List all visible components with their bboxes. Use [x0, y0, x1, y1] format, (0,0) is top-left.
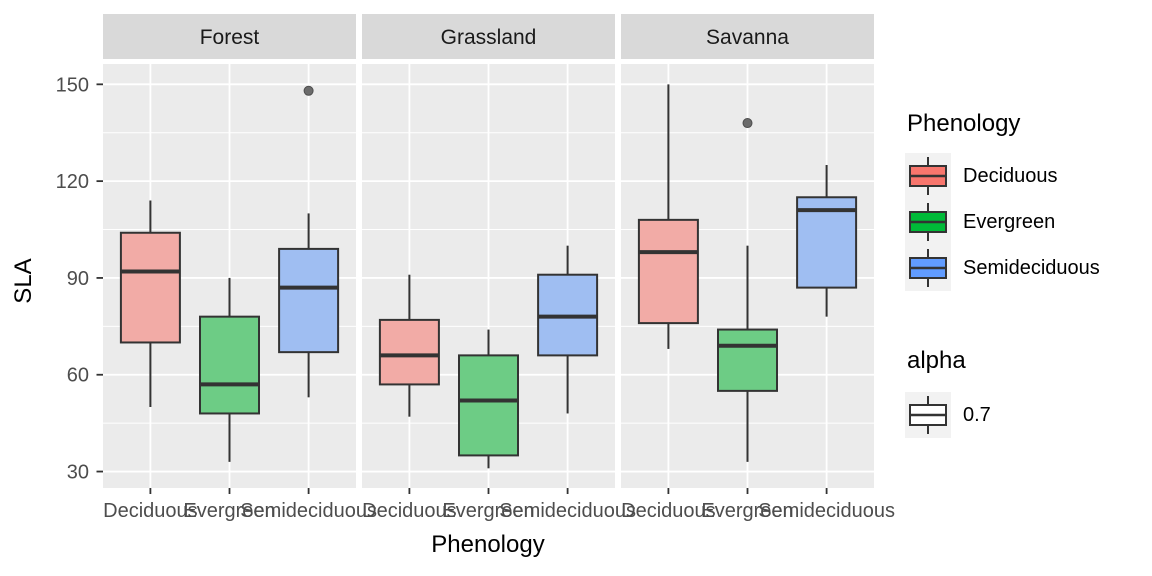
y-tick-label: 60 — [67, 365, 89, 387]
facet-strip — [103, 14, 356, 59]
boxplot-box — [458, 354, 519, 457]
outlier-point — [303, 85, 314, 96]
facet-strip-label: Grassland — [441, 26, 537, 49]
legend-key-deciduous — [905, 153, 951, 199]
boxplot-box — [119, 231, 181, 344]
x-tick-label: Evergreen — [701, 500, 793, 522]
legend-key-semideciduous — [905, 245, 951, 291]
boxplot-box — [278, 247, 340, 354]
boxplot-glyph-icon — [909, 249, 947, 287]
legend-title-alpha: alpha — [907, 347, 966, 374]
boxplot-glyph-icon — [909, 396, 947, 434]
x-tick-label: Deciduous — [103, 500, 198, 522]
legend-key-alpha — [905, 392, 951, 438]
facet-strip — [362, 14, 615, 59]
x-tick-label: Semideciduous — [240, 500, 377, 522]
y-axis-title: SLA — [10, 258, 37, 304]
boxplot-box — [199, 315, 260, 415]
facet-strip-label: Forest — [200, 26, 260, 49]
x-tick-label: Semideciduous — [758, 500, 895, 522]
y-tick-label: 120 — [56, 171, 89, 193]
boxplot-glyph-icon — [909, 203, 947, 241]
y-tick-label: 30 — [67, 462, 89, 484]
boxplot-box — [378, 318, 440, 386]
legend-label: Semideciduous — [963, 257, 1100, 279]
x-tick-label: Deciduous — [621, 500, 716, 522]
outlier-point — [742, 118, 753, 129]
boxplot-box — [637, 218, 699, 325]
y-tick-label: 150 — [56, 74, 89, 96]
x-tick-label: Semideciduous — [499, 500, 636, 522]
facet-strip-label: Savanna — [706, 26, 789, 49]
x-tick-label: Evergreen — [183, 500, 275, 522]
facet-strip — [621, 14, 874, 59]
y-tick-label: 90 — [67, 268, 89, 290]
legend-label: Evergreen — [963, 211, 1056, 233]
boxplot-box — [796, 196, 858, 289]
legend-key-evergreen — [905, 199, 951, 245]
legend-label: Deciduous — [963, 165, 1058, 187]
x-axis-title: Phenology — [431, 531, 545, 558]
legend-title-phenology: Phenology — [907, 110, 1021, 137]
legend-alpha-label: 0.7 — [963, 404, 991, 426]
x-tick-label: Evergreen — [442, 500, 534, 522]
x-tick-label: Deciduous — [362, 500, 457, 522]
boxplot-box — [717, 328, 778, 392]
boxplot-glyph-icon — [909, 157, 947, 195]
